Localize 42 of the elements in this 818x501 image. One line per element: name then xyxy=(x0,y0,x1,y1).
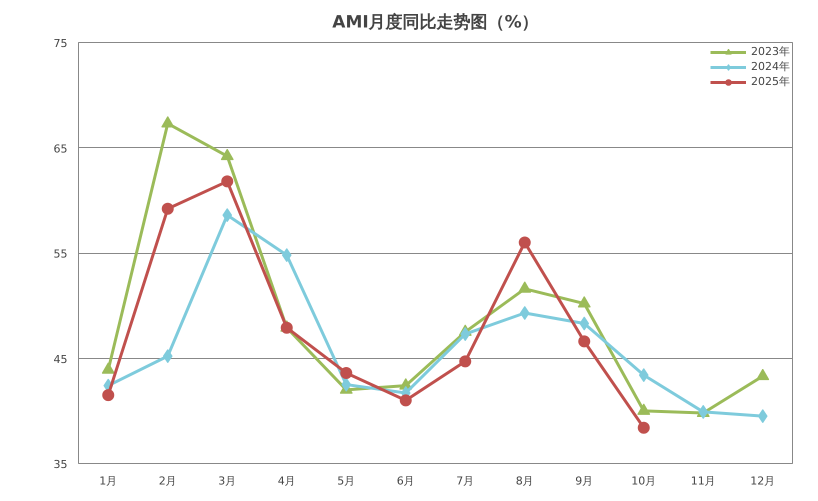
point xyxy=(638,422,650,434)
point xyxy=(220,148,234,160)
y-tick-label: 75 xyxy=(54,37,68,50)
y-tick-label: 65 xyxy=(54,142,68,156)
point xyxy=(638,368,649,382)
point xyxy=(161,116,174,128)
point xyxy=(518,281,532,293)
point xyxy=(222,208,232,222)
x-tick-label: 7月 xyxy=(456,474,474,488)
x-tick-label: 3月 xyxy=(218,474,236,488)
point xyxy=(162,202,174,215)
x-tick-label: 1月 xyxy=(99,474,118,488)
point xyxy=(518,236,531,248)
y-tick-label: 35 xyxy=(54,458,68,471)
x-tick-label: 4月 xyxy=(278,474,296,488)
point xyxy=(578,335,590,348)
y-tick-label: 55 xyxy=(54,248,68,260)
point xyxy=(340,366,352,379)
x-tick-label: 11月 xyxy=(690,474,716,488)
point xyxy=(520,306,530,320)
legend-label: 2023年 xyxy=(751,44,790,59)
point xyxy=(400,394,412,406)
x-tick-label: 6月 xyxy=(396,474,415,488)
point xyxy=(460,327,470,342)
point xyxy=(579,316,590,331)
legend-label: 2024年 xyxy=(751,59,790,74)
x-tick-label: 10月 xyxy=(631,474,656,488)
point xyxy=(221,175,234,188)
point xyxy=(162,349,173,364)
y-tick-label: 45 xyxy=(54,352,68,366)
x-tick-label: 12月 xyxy=(750,474,776,488)
x-tick-label: 8月 xyxy=(516,474,534,488)
point xyxy=(758,409,768,424)
point xyxy=(282,248,292,262)
point xyxy=(459,355,472,368)
point xyxy=(341,378,352,392)
legend-label: 2025年 xyxy=(751,74,790,89)
x-tick-label: 5月 xyxy=(337,474,356,488)
x-tick-label: 9月 xyxy=(575,474,594,488)
point xyxy=(102,389,114,402)
x-tick-label: 2月 xyxy=(158,474,177,488)
chart-title: AMI月度同比走势图（%） xyxy=(332,12,539,32)
